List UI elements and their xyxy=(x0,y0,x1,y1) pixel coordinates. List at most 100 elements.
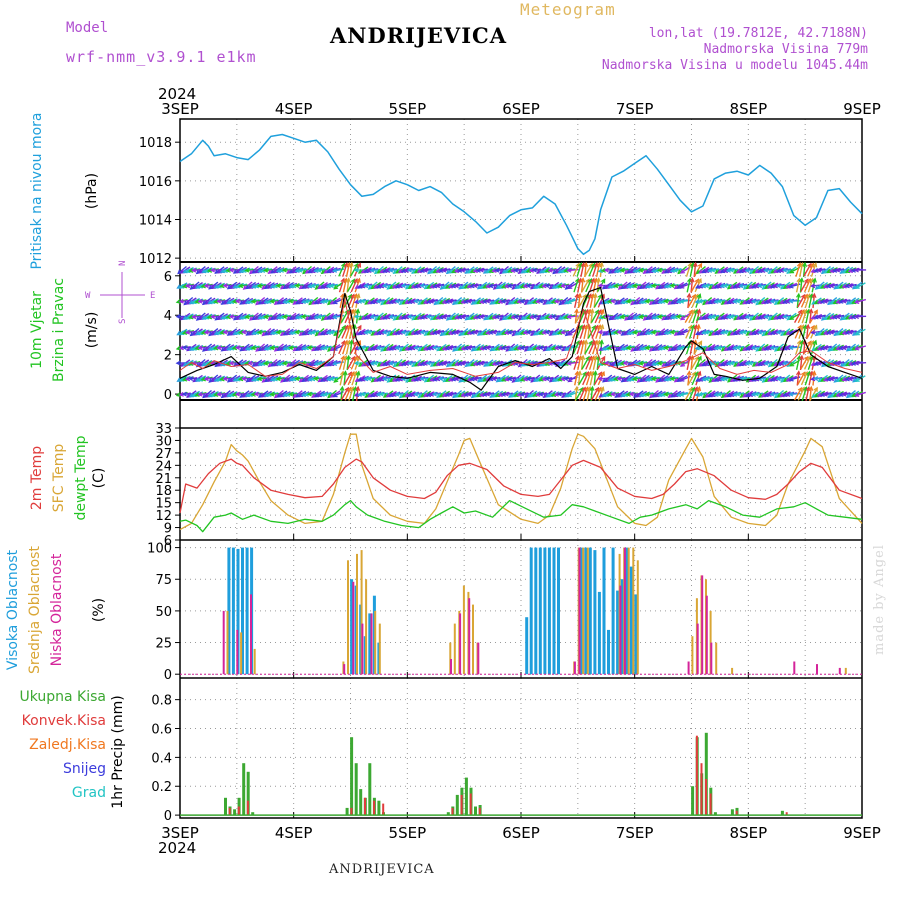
wind-arrow-shaft xyxy=(577,278,582,293)
wind-arrow-head xyxy=(179,283,185,289)
wind-arrow-shaft xyxy=(685,325,693,339)
wind-arrow-head xyxy=(728,267,734,273)
wind-arrow-head xyxy=(689,277,695,283)
bar xyxy=(449,642,452,675)
wind-arrow-head xyxy=(513,299,519,304)
wind-arrow-shaft xyxy=(577,371,581,386)
wind-arrow-head xyxy=(673,392,679,398)
wind-arrow-head xyxy=(597,293,603,299)
wind-arrow-head xyxy=(538,391,544,397)
wind-arrow-shaft xyxy=(348,387,354,401)
wind-arrow-head xyxy=(241,299,248,305)
wind-arrow-head xyxy=(347,293,353,299)
wind-arrow-head xyxy=(606,298,613,304)
wind-arrow-head xyxy=(851,346,857,351)
wind-arrow-head xyxy=(516,345,522,351)
wind-arrow-head xyxy=(763,345,769,351)
wind-arrow-head xyxy=(291,376,297,382)
wind-arrow-head xyxy=(580,277,586,283)
wind-arrow-head xyxy=(342,370,348,376)
y-tick-label: 0 xyxy=(164,809,172,824)
wind-arrow-head xyxy=(331,314,338,320)
wind-arrow-head xyxy=(741,329,747,335)
x-tick-label-bottom: 6SEP xyxy=(502,824,540,842)
wind-arrow-shaft xyxy=(592,356,597,370)
wind-arrow-head xyxy=(675,299,682,304)
bar xyxy=(844,667,847,675)
wind-arrow-head xyxy=(263,392,269,398)
wind-arrow-head xyxy=(263,299,269,304)
wind-arrow-head xyxy=(557,376,563,382)
wind-arrow-head xyxy=(782,392,788,397)
y-tick-label: 6 xyxy=(164,270,172,285)
wind-arrow-head xyxy=(460,345,466,351)
wind-arrow-head xyxy=(407,392,413,397)
bar xyxy=(459,613,462,675)
wind-arrow-head xyxy=(788,283,794,289)
wind-arrow-head xyxy=(319,284,326,289)
wind-arrow-head xyxy=(628,330,635,335)
wind-arrow-head xyxy=(638,360,644,366)
wind-arrow-head xyxy=(525,268,532,273)
wind-arrow-head xyxy=(535,345,541,351)
wind-arrow-head xyxy=(597,283,603,289)
x-tick-label-top: 6SEP xyxy=(502,100,540,118)
wind-arrow-shaft xyxy=(691,371,699,386)
wind-arrow-head xyxy=(778,314,785,320)
wind-arrow-head xyxy=(836,284,842,289)
wind-arrow-head xyxy=(394,391,400,397)
wind-arrow-head xyxy=(785,345,791,351)
wind-arrow-head xyxy=(403,267,409,273)
wind-arrow-head xyxy=(735,283,741,289)
wind-arrow-head xyxy=(222,268,228,273)
wind-arrow-head xyxy=(231,392,238,397)
wind-arrow-head xyxy=(788,315,795,320)
wind-arrow-head xyxy=(235,330,241,335)
bars-niska-oblacnost xyxy=(222,547,841,675)
wind-arrow-head xyxy=(516,299,522,304)
wind-arrow-head xyxy=(807,340,812,346)
wind-arrow-head xyxy=(466,298,472,304)
wind-arrow-head xyxy=(349,339,354,345)
wind-arrow-head xyxy=(587,277,593,284)
wind-arrow-head xyxy=(606,392,613,397)
wind-arrow-head xyxy=(388,314,394,320)
wind-arrow-head xyxy=(610,315,616,320)
wind-arrow-head xyxy=(616,314,622,320)
bar xyxy=(731,667,734,675)
bar xyxy=(691,786,695,816)
wind-arrow-head xyxy=(522,283,528,289)
wind-arrow-head xyxy=(660,392,666,397)
wind-arrow-head xyxy=(194,299,200,304)
wind-arrow-head xyxy=(551,330,557,336)
wind-arrow-head xyxy=(234,391,241,397)
wind-arrow-head xyxy=(589,385,595,391)
wind-arrow-head xyxy=(742,346,748,351)
wind-arrow-head xyxy=(397,330,403,335)
wind-arrow-head xyxy=(414,361,420,367)
wind-arrow-head xyxy=(775,329,781,335)
wind-arrow-head xyxy=(800,371,806,377)
wind-arrow-head xyxy=(232,377,238,382)
wind-arrow-head xyxy=(229,377,235,382)
bar xyxy=(573,661,576,675)
wind-arrow-head xyxy=(710,267,716,273)
wind-arrow-head xyxy=(306,330,313,335)
y-tick-label: 30 xyxy=(155,434,172,449)
wind-arrow-head xyxy=(844,315,851,320)
wind-arrow-head xyxy=(385,299,391,305)
wind-arrow-head xyxy=(584,370,590,377)
wind-arrow-head xyxy=(472,376,478,382)
wind-arrow-head xyxy=(628,283,635,289)
bar xyxy=(593,550,597,675)
wind-arrow-shaft xyxy=(342,340,348,355)
bar xyxy=(695,735,698,816)
wind-arrow-head xyxy=(522,376,528,382)
wind-arrow-head xyxy=(829,361,835,367)
wind-arrow-shaft xyxy=(789,313,801,320)
wind-arrow-head xyxy=(188,314,194,320)
wind-arrow-head xyxy=(363,283,369,289)
wind-arrow-head xyxy=(435,329,441,335)
wind-arrow-head xyxy=(692,261,698,267)
wind-arrow-head xyxy=(535,284,541,289)
